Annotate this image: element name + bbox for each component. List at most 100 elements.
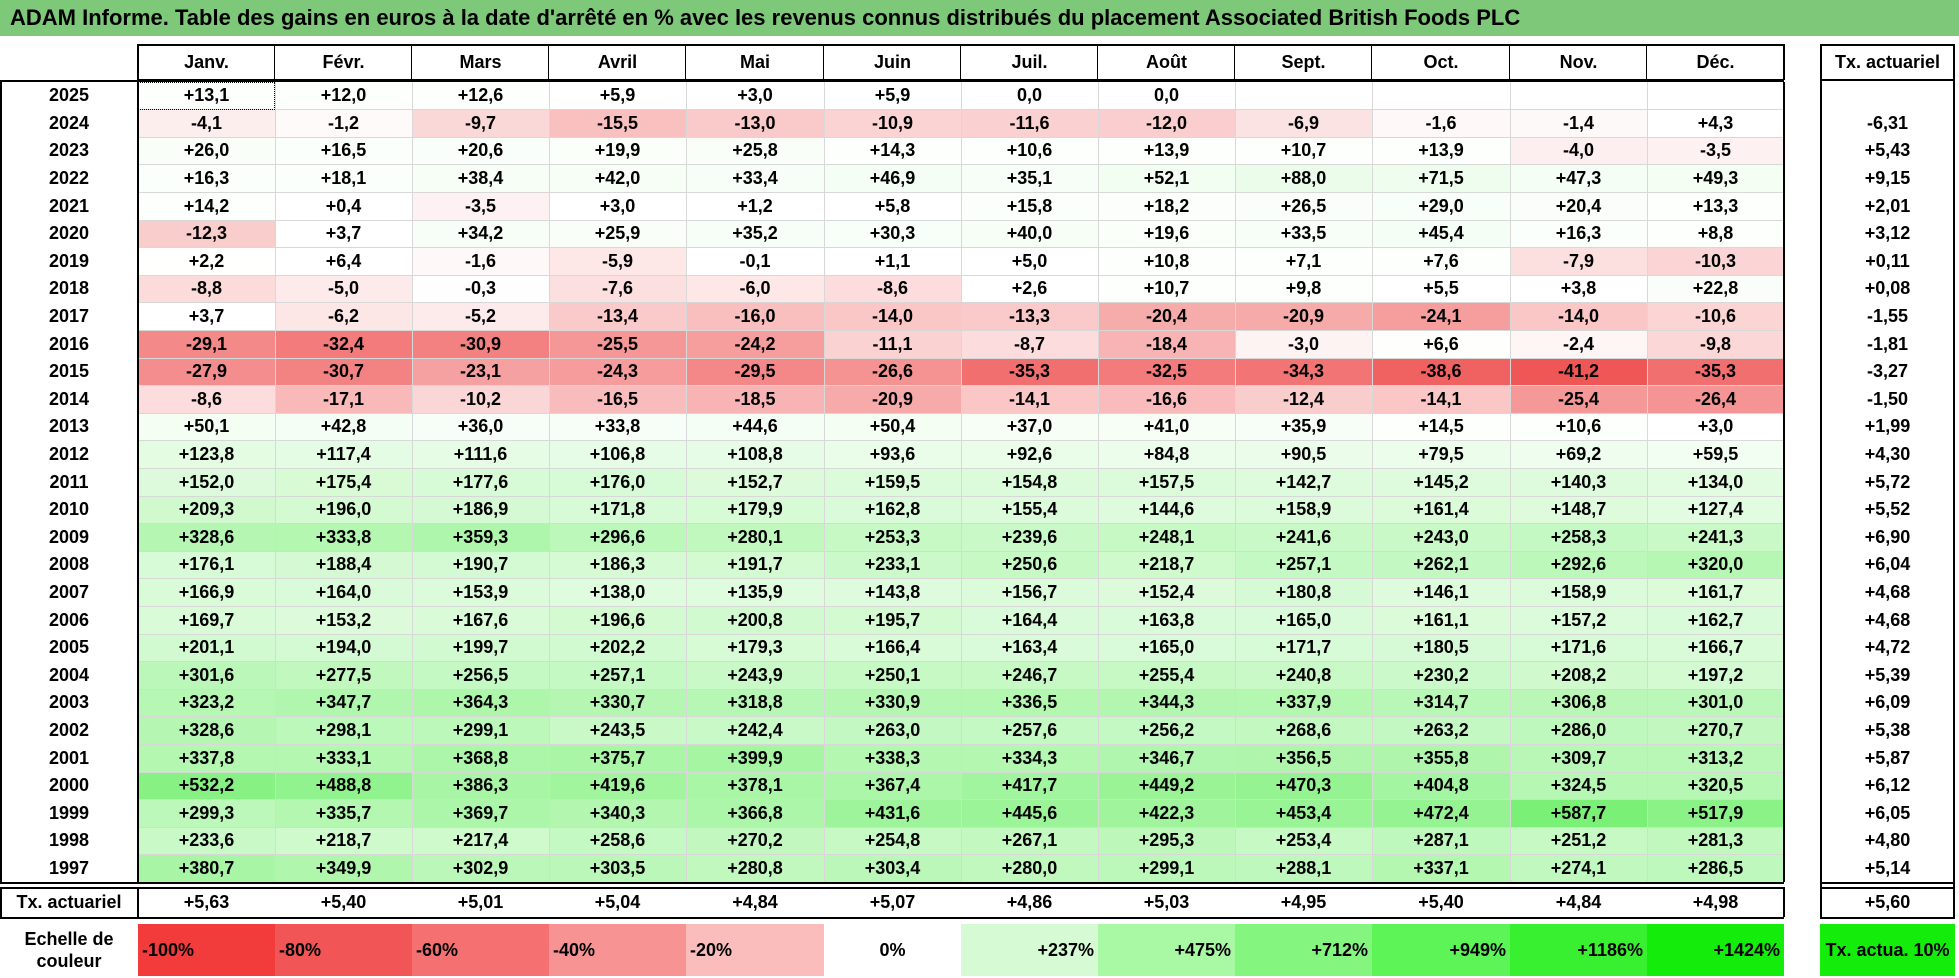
table-cell: -14,0	[1510, 302, 1647, 331]
table-cell: -12,3	[138, 220, 275, 248]
table-cell: +153,9	[412, 578, 549, 607]
table-cell: +33,8	[549, 413, 686, 441]
footer-cell: +5,03	[1098, 887, 1235, 918]
year-label: 2005	[0, 634, 138, 662]
table-cell: +140,3	[1510, 468, 1647, 496]
table-cell: -13,3	[961, 302, 1098, 331]
table-cell: +5,8	[824, 192, 961, 220]
table-cell: +399,9	[686, 744, 824, 772]
footer-cell: +5,40	[275, 887, 412, 918]
table-cell: +180,8	[1235, 578, 1372, 607]
table-cell: +233,1	[824, 551, 961, 579]
table-cell: +20,4	[1510, 192, 1647, 220]
table-cell: +314,7	[1372, 689, 1510, 717]
table-cell: +69,2	[1510, 440, 1647, 469]
ta-cell: +3,12	[1820, 220, 1955, 248]
year-label: 1999	[0, 799, 138, 828]
table-cell: +50,4	[824, 413, 961, 441]
table-cell: -30,7	[275, 358, 412, 386]
month-header: Mars	[412, 44, 549, 80]
grid-line	[1509, 82, 1511, 883]
table-cell: +16,3	[138, 164, 275, 193]
table-cell: -8,8	[138, 275, 275, 303]
table-cell: +159,5	[824, 468, 961, 496]
table-border	[0, 887, 1784, 890]
legend-swatch: -100%	[138, 924, 275, 976]
table-cell: +134,0	[1647, 468, 1784, 496]
table-cell: +299,1	[1098, 854, 1235, 883]
year-label: 2014	[0, 385, 138, 414]
year-label: 2001	[0, 744, 138, 772]
table-cell: +375,7	[549, 744, 686, 772]
month-header: Oct.	[1372, 44, 1510, 80]
table-cell: +359,3	[412, 523, 549, 552]
table-cell: +333,1	[275, 744, 412, 772]
table-cell: +5,9	[824, 82, 961, 110]
ta-cell: +5,72	[1820, 468, 1955, 496]
year-label: 2009	[0, 523, 138, 552]
table-cell: +42,0	[549, 164, 686, 193]
table-border	[1783, 82, 1785, 883]
table-cell: -8,6	[138, 385, 275, 414]
table-cell: -30,9	[412, 330, 549, 358]
table-cell: +13,9	[1372, 137, 1510, 165]
year-label: 2012	[0, 440, 138, 469]
legend-swatch: -20%	[686, 924, 824, 976]
ta-cell: +5,87	[1820, 744, 1955, 772]
table-cell: +243,5	[549, 716, 686, 745]
table-cell: +19,9	[549, 137, 686, 165]
table-cell: +13,3	[1647, 192, 1784, 220]
table-cell: -13,0	[686, 109, 824, 138]
table-cell: +35,2	[686, 220, 824, 248]
year-label: 2004	[0, 661, 138, 690]
year-label: 2023	[0, 137, 138, 165]
ta-cell: +6,04	[1820, 551, 1955, 579]
table-cell: +330,7	[549, 689, 686, 717]
table-cell: -25,4	[1510, 385, 1647, 414]
legend-swatch: +1186%	[1510, 924, 1647, 976]
table-border	[0, 887, 2, 918]
table-cell: +344,3	[1098, 689, 1235, 717]
year-label: 2013	[0, 413, 138, 441]
table-cell: +161,4	[1372, 496, 1510, 524]
ta-cell: +6,05	[1820, 799, 1955, 828]
table-cell: +368,8	[412, 744, 549, 772]
table-cell: -12,0	[1098, 109, 1235, 138]
ta-cell: +0,11	[1820, 247, 1955, 276]
table-cell: +3,0	[549, 192, 686, 220]
table-cell: +355,8	[1372, 744, 1510, 772]
ta-cell: +2,01	[1820, 192, 1955, 220]
table-cell: +157,2	[1510, 606, 1647, 634]
table-cell: +25,8	[686, 137, 824, 165]
table-cell: -24,2	[686, 330, 824, 358]
table-cell: +108,8	[686, 440, 824, 469]
table-cell: -17,1	[275, 385, 412, 414]
table-cell: -35,3	[961, 358, 1098, 386]
table-cell: +191,7	[686, 551, 824, 579]
table-cell: +250,6	[961, 551, 1098, 579]
table-border	[0, 80, 1784, 82]
table-cell: +154,8	[961, 468, 1098, 496]
table-cell: +262,1	[1372, 551, 1510, 579]
table-cell: +367,4	[824, 772, 961, 800]
table-cell: -0,1	[686, 247, 824, 276]
table-cell: +324,5	[1510, 772, 1647, 800]
table-border	[0, 80, 2, 883]
table-border	[1783, 44, 1785, 80]
table-border	[1371, 44, 1372, 80]
table-cell: +3,7	[275, 220, 412, 248]
table-cell: +218,7	[275, 827, 412, 855]
month-header: Sept.	[1235, 44, 1372, 80]
table-cell: +46,9	[824, 164, 961, 193]
table-cell: +163,4	[961, 634, 1098, 662]
table-cell: +280,1	[686, 523, 824, 552]
table-cell: +158,9	[1510, 578, 1647, 607]
month-header: Avril	[549, 44, 686, 80]
table-cell: +287,1	[1372, 827, 1510, 855]
table-cell: +12,6	[412, 82, 549, 110]
table-cell: +337,8	[138, 744, 275, 772]
table-cell: -15,5	[549, 109, 686, 138]
grid-line	[548, 82, 550, 883]
table-cell: +10,7	[1098, 275, 1235, 303]
table-cell: -35,3	[1647, 358, 1784, 386]
